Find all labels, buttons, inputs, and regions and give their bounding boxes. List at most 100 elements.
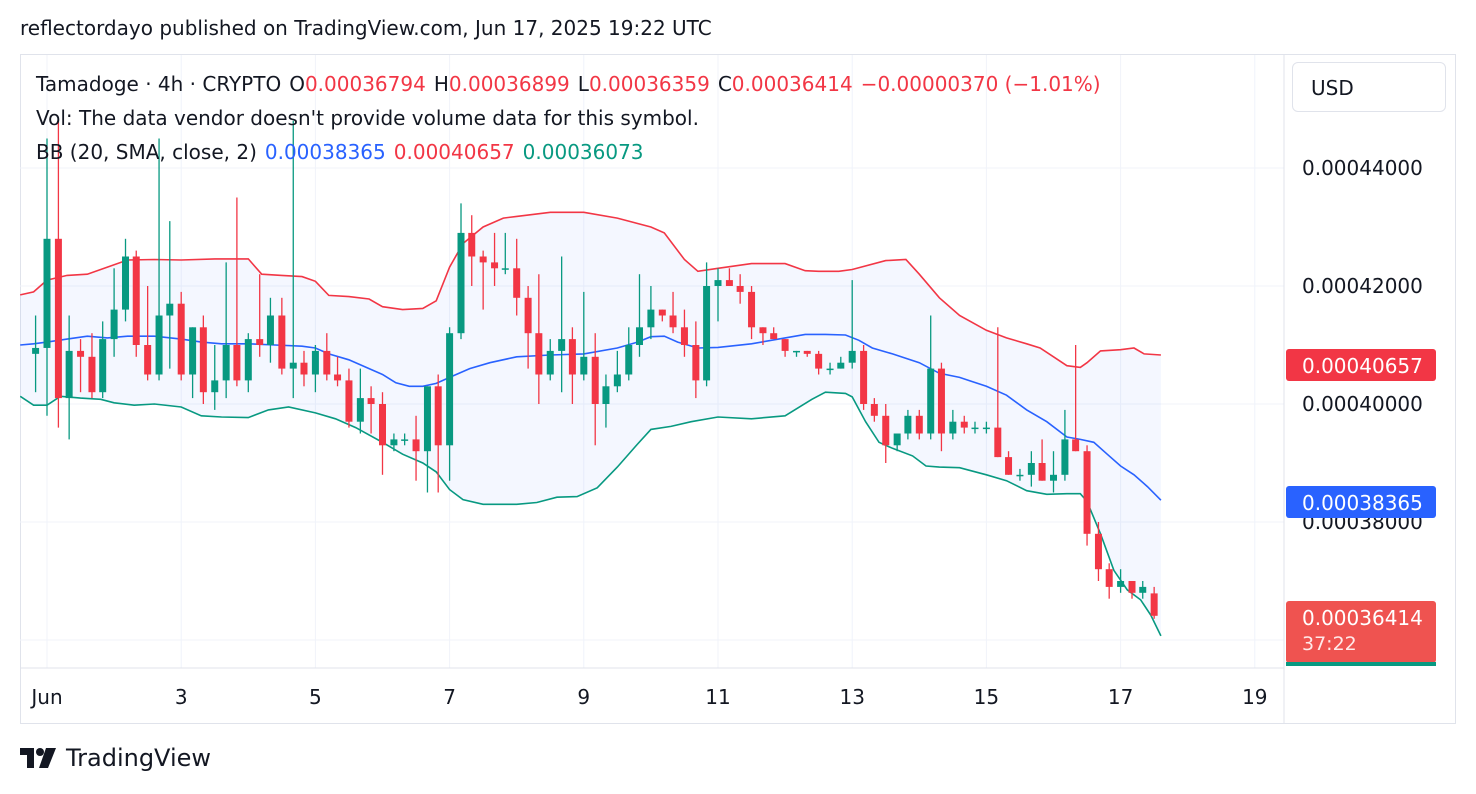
candle-body [390, 439, 398, 446]
candle-body [132, 256, 140, 345]
candle-body [904, 415, 912, 434]
candle-body [591, 356, 599, 404]
candle-body [367, 398, 375, 404]
time-tick-label: 7 [443, 685, 456, 709]
bb-band-fill [20, 212, 1161, 636]
candle-body [837, 362, 845, 369]
last-price-badge: 0.00036414 37:22 [1286, 601, 1436, 663]
candle-body [222, 345, 230, 381]
candle-body [1050, 474, 1057, 481]
bb-upper-price-badge: 0.00040657 [1286, 349, 1436, 381]
candle-body [401, 439, 409, 441]
candle-body [1072, 439, 1080, 452]
candle-body [546, 350, 554, 375]
candle-body [311, 350, 319, 375]
candle-body [54, 238, 62, 399]
candle-body [177, 303, 185, 375]
chart-frame[interactable] [20, 54, 1456, 724]
candle-body [815, 353, 823, 369]
candle-body [233, 345, 241, 381]
candle-body [736, 286, 744, 292]
candle-body [714, 280, 722, 286]
candle-body [580, 356, 588, 375]
price-tick-label: 0.00042000 [1302, 274, 1423, 298]
candle-body [602, 386, 610, 404]
candle-body [1005, 457, 1013, 475]
bb-basis-price-badge: 0.00038365 [1286, 486, 1436, 518]
candle-body [166, 303, 174, 316]
price-tick-label: 0.00040000 [1302, 392, 1423, 416]
candle-body [748, 291, 756, 328]
candle-body [211, 380, 219, 393]
bb-lower-line [20, 391, 1162, 637]
candle-body [982, 427, 990, 430]
ohlc-legend: Tamadoge · 4h · CRYPTO O0.00036794 H0.0003… [36, 72, 1101, 96]
candle-body [803, 350, 811, 354]
candle-body [793, 350, 801, 353]
candle-body [535, 333, 543, 375]
candle-body [1117, 581, 1125, 587]
candle-body [703, 286, 711, 381]
bar-countdown: 37:22 [1302, 633, 1357, 655]
candle-body [501, 268, 509, 270]
candle-body [300, 362, 308, 375]
candle-body [144, 345, 152, 375]
high-label: H [433, 72, 449, 96]
candle-body [781, 339, 789, 351]
bb-upper-value: 0.00040657 [393, 140, 515, 164]
close-value: 0.00036414 [731, 72, 853, 96]
lower-band-badge-edge [1286, 662, 1436, 666]
candle-body [122, 256, 130, 310]
symbol-label[interactable]: Tamadoge · 4h · CRYPTO [36, 72, 282, 96]
close-label: C [717, 72, 732, 96]
candle-body [1083, 451, 1091, 534]
candle-body [423, 386, 431, 452]
candle-body [1105, 569, 1113, 587]
candle-body [412, 439, 420, 452]
candle-body [1027, 463, 1035, 475]
price-tick-label: 0.00044000 [1302, 156, 1423, 180]
time-tick-label: 15 [974, 685, 999, 709]
candle-body [43, 238, 51, 348]
candle-body [513, 268, 521, 298]
bb-legend[interactable]: BB (20, SMA, close, 2) 0.00038365 0.000406… [36, 140, 644, 164]
candle-body [635, 327, 643, 345]
candle-body [32, 347, 40, 354]
candle-body [625, 345, 633, 375]
candle-body [88, 356, 96, 393]
bb-basis-line [20, 333, 1162, 501]
candle-body [994, 427, 1002, 458]
candle-body [937, 368, 945, 434]
candle-body [189, 327, 197, 375]
candle-body [692, 345, 700, 381]
bb-basis-value: 0.00038365 [264, 140, 386, 164]
plot-area [20, 120, 1162, 637]
tradingview-logo[interactable]: TradingView [20, 744, 211, 772]
candle-body [446, 333, 454, 446]
candle-body [971, 427, 979, 430]
candle-body [334, 374, 342, 381]
currency-selector[interactable]: USD [1292, 62, 1446, 112]
candle-body [882, 415, 890, 446]
candle-body [893, 433, 901, 446]
time-tick-label: 9 [577, 685, 590, 709]
candle-body [759, 327, 767, 334]
candle-body [244, 339, 252, 381]
tradingview-logo-icon [20, 748, 56, 768]
candle-body [356, 398, 364, 422]
candle-body [960, 421, 968, 428]
candle-body [468, 232, 476, 257]
candle-body [1128, 581, 1136, 593]
candle-body [479, 256, 487, 263]
low-label: L [577, 72, 589, 96]
time-tick-label: 19 [1242, 685, 1267, 709]
candle-body [110, 309, 118, 340]
time-tick-label: 11 [705, 685, 730, 709]
last-price-value: 0.00036414 [1302, 606, 1423, 630]
candle-body [915, 415, 923, 434]
candle-body [65, 350, 73, 399]
candle-body [1139, 586, 1147, 593]
candle-body [826, 368, 834, 371]
candle-body [669, 315, 677, 328]
